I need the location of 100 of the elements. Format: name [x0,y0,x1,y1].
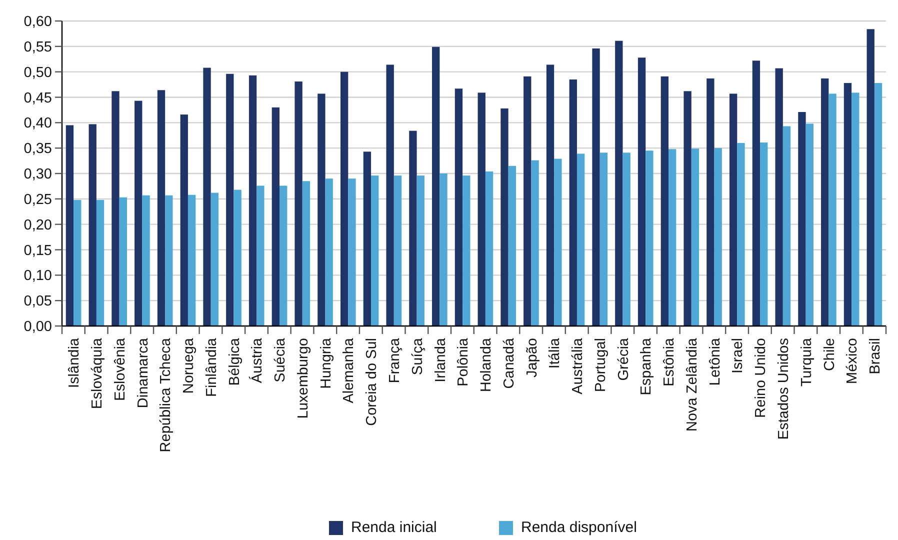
y-tick-label: 0,45 [24,90,52,106]
bar [134,100,142,326]
y-tick-label: 0,00 [24,319,52,336]
bar [371,176,379,326]
bar [348,178,356,326]
bar [188,194,196,326]
bar [248,75,257,326]
bar [775,68,783,326]
bar [646,150,654,326]
x-tick-label: Portugal [592,338,609,392]
x-tick-label: Estônia [662,337,678,386]
bar [531,160,539,326]
y-tick-label: 0,35 [24,141,52,158]
y-tick-label: 0,20 [24,217,52,234]
x-tick-label: Islândia [66,337,83,388]
bar [622,152,630,326]
bar [737,143,745,326]
y-tick-label: 0,25 [24,192,52,208]
y-tick-label: 0,40 [24,116,52,132]
x-tick-label: Espanha [638,337,655,396]
x-tick-label: França [386,337,403,384]
bar [318,94,326,326]
bar [234,190,242,326]
bar [691,148,700,326]
bar [569,79,577,326]
bar [180,114,188,326]
bar [210,192,219,326]
x-tick-label: Suécia [272,337,289,382]
x-tick-label: Grécia [616,337,632,381]
bar [844,83,852,326]
y-tick-label: 0,15 [24,242,52,259]
bar [256,186,264,326]
y-tick-label: 0,30 [24,166,52,183]
x-tick-label: Itália [547,337,564,369]
bar [821,78,829,326]
x-tick-label: Turquia [798,337,815,387]
bar [806,124,814,326]
bar [508,166,516,326]
bar [729,94,738,326]
bar [485,171,494,326]
y-tick-label: 0,55 [24,39,52,56]
bar [462,176,470,326]
bar [96,200,104,326]
bar [119,197,127,326]
x-tick-label: Eslovênia [112,337,128,401]
x-tick-label: Alemanha [341,337,358,404]
bar [600,152,608,326]
x-tick-label: Bélgica [226,337,243,386]
x-tick-label: Luxemburgo [295,338,312,419]
bar [615,40,623,326]
bar [714,148,722,326]
x-tick-label: Holanda [478,337,495,392]
bar [546,64,554,326]
bar [706,78,714,326]
bar [203,68,211,326]
bar [386,64,394,326]
bar [440,174,448,326]
x-tick-label: Canadá [501,337,518,389]
bar [874,83,882,326]
x-tick-label: República Tcheca [158,337,174,452]
bar [294,81,302,326]
bar [576,154,585,326]
x-tick-label: Coreia do Sul [364,338,380,426]
x-tick-label: Israel [730,338,746,374]
bar [752,60,760,326]
bar [866,29,874,326]
x-tick-label: Irlanda [432,337,449,382]
bar [660,76,668,326]
x-tick-label: Chile [822,338,838,372]
bar [325,178,333,326]
x-tick-label: Suíça [410,337,426,376]
x-tick-label: Polônia [456,337,472,386]
bar [165,195,173,326]
x-tick-label: Eslováquia [90,337,106,409]
bar [394,176,402,326]
x-tick-label: Finlândia [204,337,220,397]
bar [157,90,166,326]
bar [363,152,372,326]
legend-label: Renda disponível [521,519,637,536]
bar [500,108,508,326]
bar [112,91,120,326]
bar [852,92,860,326]
legend-label: Renda inicial [351,519,437,536]
bar [416,176,424,326]
x-tick-label: Noruega [181,337,198,394]
bar [638,58,646,326]
bar [554,158,562,326]
bar [454,88,463,326]
bar [302,181,310,326]
bar [684,91,692,326]
y-tick-label: 0,60 [24,14,52,30]
bar [782,126,791,326]
x-tick-label: México [844,338,861,384]
x-tick-label: Nova Zelândia [684,337,700,432]
bar [409,130,417,326]
bar [74,200,82,326]
bar [142,195,150,326]
x-tick-label: Japão [524,338,540,378]
x-tick-label: Austrália [570,337,586,394]
x-tick-label: Letônia [707,337,724,386]
